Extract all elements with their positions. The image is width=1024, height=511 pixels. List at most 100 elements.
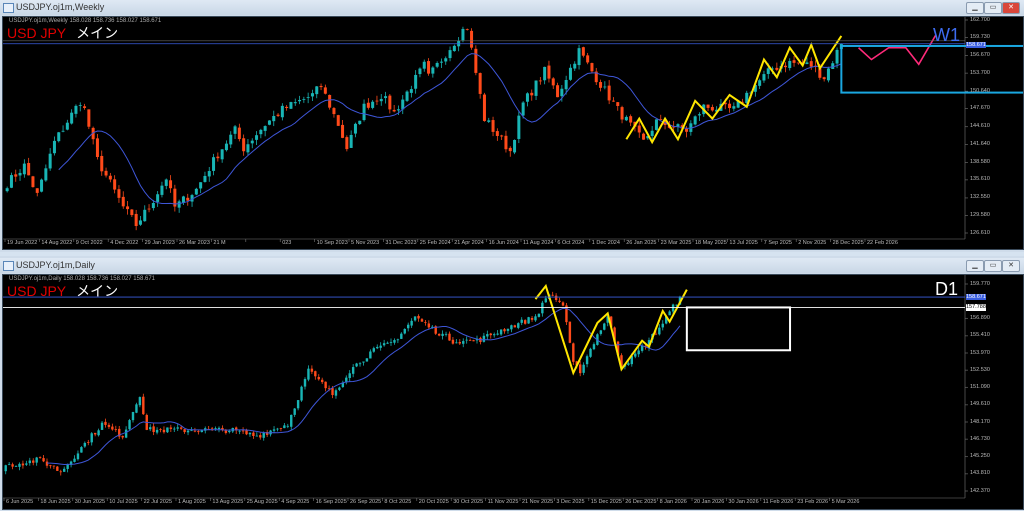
candle-body (267, 120, 271, 125)
candle-body (495, 131, 499, 136)
timeframe-label: D1 (935, 279, 959, 299)
candle-body (403, 329, 406, 334)
candle-body (9, 175, 13, 188)
time-axis-label: 13 Jul 2025 (729, 240, 758, 246)
minimize-button[interactable]: ▁ (966, 2, 984, 14)
price-axis-label: 153.700 (970, 69, 990, 76)
candle-body (491, 120, 495, 132)
candle-body (155, 429, 159, 433)
price-axis-label: 126.610 (970, 229, 990, 236)
candle-body (259, 129, 263, 135)
time-axis-label: 1 Aug 2025 (178, 499, 206, 505)
candle-body (609, 316, 613, 327)
candle-body (121, 435, 124, 438)
candle-body (706, 104, 710, 108)
candle-body (503, 329, 506, 332)
candle-body (52, 140, 56, 154)
candle-body (90, 433, 93, 443)
candle-body (87, 109, 91, 127)
candle-body (482, 335, 486, 342)
candle-body (606, 316, 609, 323)
maximize-button[interactable]: ▭ (984, 260, 1002, 272)
candle-body (534, 80, 538, 96)
candle-body (661, 323, 664, 328)
candle-body (234, 427, 238, 431)
candle-body (611, 100, 615, 102)
candle-body (186, 197, 190, 201)
candle-body (650, 130, 654, 136)
time-axis-label: 18 May 2025 (695, 240, 727, 246)
candle-body (217, 427, 221, 429)
candle-body (176, 427, 179, 429)
candle-body (242, 138, 246, 152)
candle-body (444, 333, 448, 335)
candle-body (262, 432, 265, 438)
candle-body (607, 85, 611, 101)
candle-body (276, 114, 280, 116)
moving-average-line (46, 307, 681, 465)
daily-chart-canvas (3, 275, 968, 501)
candle-body (629, 116, 633, 123)
candle-body (409, 89, 413, 93)
candle-body (177, 201, 181, 208)
candle-body (697, 114, 701, 116)
candle-body (11, 464, 14, 467)
candle-body (113, 179, 117, 190)
candle-body (500, 135, 504, 137)
window-title: USDJPY.oj1m,Weekly (16, 2, 105, 12)
maximize-button[interactable]: ▭ (984, 2, 1002, 14)
minimize-button[interactable]: ▁ (966, 260, 984, 272)
price-axis-label: 143.810 (970, 470, 990, 477)
candle-body (637, 350, 640, 355)
candle-body (276, 428, 279, 430)
range-box (840, 44, 1023, 94)
time-axis-label: 4 Sep 2025 (281, 499, 310, 505)
candle-body (470, 30, 474, 48)
candle-body (603, 86, 607, 88)
candle-body (599, 330, 603, 334)
window-titlebar: USDJPY.oj1m,Daily ▁ ▭ ✕ (0, 258, 1024, 273)
time-axis-label: 26 Sep 2025 (350, 499, 382, 505)
candle-body (809, 61, 813, 67)
candle-body (272, 429, 276, 431)
time-axis-label: 5 Mar 2026 (831, 499, 860, 505)
candle-body (48, 153, 52, 169)
close-button[interactable]: ✕ (1002, 2, 1020, 14)
candle-body (104, 421, 107, 425)
price-axis-label: 159.730 (970, 34, 990, 41)
candle-body (771, 68, 775, 70)
candle-body (783, 65, 787, 68)
candle-body (70, 112, 74, 124)
candle-body (439, 61, 443, 63)
candle-body (499, 329, 503, 335)
candle-body (547, 65, 551, 79)
time-axis-label: 26 Dec 2025 (625, 499, 657, 505)
candle-body (451, 339, 455, 344)
candle-body (91, 127, 95, 140)
time-axis-label: 23 Feb 2026 (797, 499, 829, 505)
candle-body (95, 138, 99, 157)
price-axis-label: 155.410 (970, 332, 990, 339)
candle-body (345, 137, 349, 150)
candle-body (642, 133, 646, 140)
candle-body (237, 127, 241, 140)
weekly-chart[interactable]: USDJPY.oj1m,Weekly 158.028 158.736 158.0… (2, 16, 1024, 250)
candle-body (156, 194, 160, 202)
candle-body (482, 94, 486, 122)
close-button[interactable]: ✕ (1002, 260, 1020, 272)
candle-body (401, 99, 405, 110)
candle-body (87, 442, 90, 443)
candle-body (289, 102, 293, 109)
candle-body (78, 105, 82, 106)
candle-body (646, 136, 650, 139)
current-price-label: 157.788 (966, 304, 986, 311)
candle-body (328, 94, 332, 108)
current-price-label: 158.671 (966, 41, 986, 49)
time-axis-label: 30 Jun 2025 (74, 499, 106, 505)
candle-body (775, 67, 779, 70)
candle-body (200, 430, 204, 433)
price-axis-label: 144.610 (970, 123, 990, 130)
candle-body (57, 132, 61, 142)
candle-body (822, 77, 826, 80)
daily-chart[interactable]: USDJPY.oj1m,Daily 158.028 158.736 158.02… (2, 274, 1024, 510)
